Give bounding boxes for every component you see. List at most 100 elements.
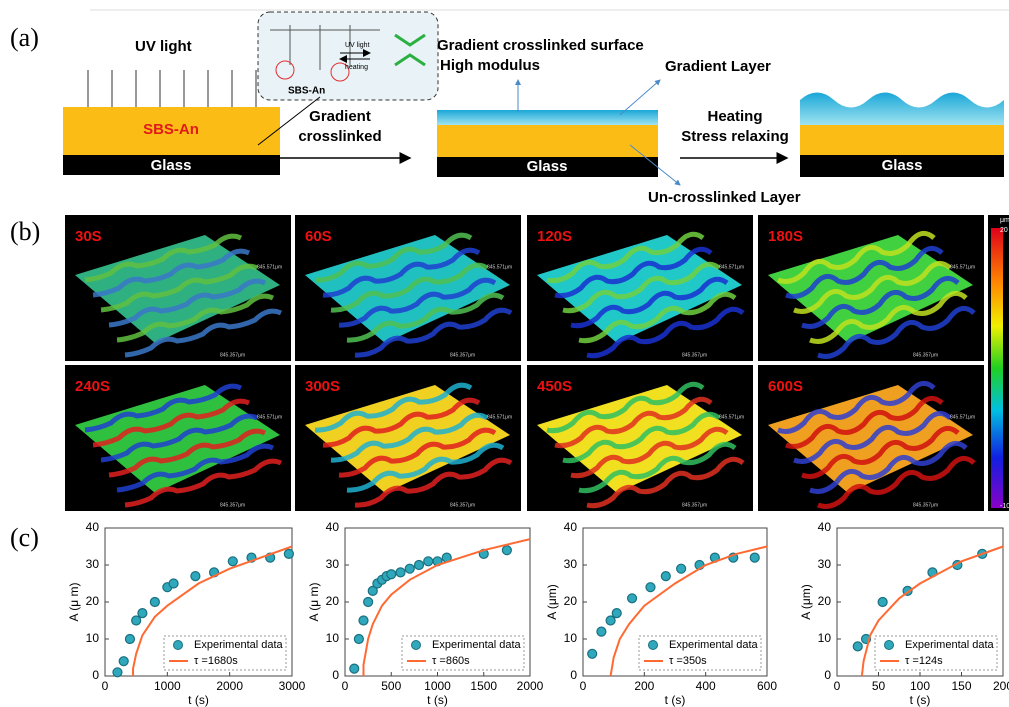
y-tick-label: 10: [326, 631, 340, 645]
y-tick-label: 20: [564, 594, 578, 608]
legend-marker: [174, 641, 183, 650]
legend-label: Experimental data: [432, 639, 522, 651]
x-tick-label: 0: [580, 679, 587, 693]
y-tick-label: 40: [818, 520, 832, 534]
x-tick-label: 0: [834, 679, 841, 693]
axis-size: 845.571μm: [487, 414, 512, 420]
data-point: [138, 609, 147, 618]
x-tick-label: 3000: [279, 679, 306, 693]
axis-size: 845.357μm: [913, 502, 938, 508]
y-tick-label: 0: [824, 668, 831, 682]
x-tick-label: 2000: [517, 679, 544, 693]
data-point: [191, 572, 200, 581]
panel-label: (b): [10, 217, 40, 246]
y-tick-label: 10: [86, 631, 100, 645]
axis-size: 845.357μm: [220, 352, 245, 358]
legend-label: τ =350s: [669, 655, 707, 667]
data-point: [646, 583, 655, 592]
film: [437, 125, 658, 157]
data-point: [612, 609, 621, 618]
data-point: [359, 616, 368, 625]
gradient-layer: [437, 110, 658, 125]
annotation: Gradient Layer: [665, 58, 771, 75]
data-point: [677, 564, 686, 573]
legend-label: Experimental data: [194, 639, 284, 651]
legend-marker: [885, 641, 894, 650]
x-tick-label: 200: [634, 679, 654, 693]
x-tick-label: 0: [102, 679, 109, 693]
y-tick-label: 10: [818, 631, 832, 645]
x-tick-label: 200: [993, 679, 1009, 693]
data-point: [364, 598, 373, 607]
axis-size: 845.357μm: [913, 352, 938, 358]
time-label: 450S: [537, 378, 572, 395]
data-point: [284, 549, 293, 558]
inset-heating: heating: [345, 64, 368, 71]
annotation: High modulus: [440, 57, 540, 74]
x-tick-label: 1000: [424, 679, 451, 693]
chart: 010203040050100150200t (s)A (μm)Experime…: [799, 520, 1009, 707]
glass-label: Glass: [151, 157, 192, 174]
axis-size: 845.357μm: [450, 502, 475, 508]
legend-label: τ =1680s: [194, 655, 238, 667]
data-point: [350, 664, 359, 673]
time-label: 30S: [75, 228, 102, 245]
data-point: [354, 635, 363, 644]
time-label: 180S: [768, 228, 803, 245]
y-tick-label: 30: [86, 557, 100, 571]
axis-size: 845.571μm: [257, 414, 282, 420]
y-tick-label: 20: [326, 594, 340, 608]
colorbar: [991, 228, 1003, 508]
x-axis-label: t (s): [665, 693, 686, 707]
x-axis-label: t (s): [188, 693, 209, 707]
y-tick-label: 40: [564, 520, 578, 534]
legend-label: Experimental data: [669, 639, 759, 651]
y-axis-label: A (μ m): [307, 583, 321, 622]
axis-size: 845.357μm: [450, 352, 475, 358]
data-point: [424, 557, 433, 566]
data-point: [125, 635, 134, 644]
data-point: [750, 553, 759, 562]
y-tick-label: 30: [326, 557, 340, 571]
axis-size: 845.357μm: [682, 502, 707, 508]
y-tick-label: 0: [332, 668, 339, 682]
panel-label: (a): [10, 23, 39, 52]
legend-label: τ =124s: [905, 655, 943, 667]
height-maps: 30S845.571μm845.357μm60S845.571μm845.357…: [65, 215, 984, 511]
wrinkled-layer: [800, 93, 1004, 126]
time-label: 300S: [305, 378, 340, 395]
data-point: [661, 572, 670, 581]
y-axis-label: A (μm): [799, 584, 813, 620]
x-tick-label: 600: [757, 679, 777, 693]
data-point: [387, 570, 396, 579]
charts: 0102030400100020003000t (s)A (μ m)Experi…: [67, 520, 1009, 707]
data-point: [119, 657, 128, 666]
legend-label: Experimental data: [905, 639, 995, 651]
time-label: 600S: [768, 378, 803, 395]
data-point: [113, 668, 122, 677]
data-point: [132, 616, 141, 625]
y-tick-label: 30: [818, 557, 832, 571]
panel-label: (c): [10, 523, 39, 552]
axis-size: 845.571μm: [950, 264, 975, 270]
axis-size: 845.571μm: [487, 264, 512, 270]
data-point: [169, 579, 178, 588]
y-tick-label: 30: [564, 557, 578, 571]
data-point: [150, 598, 159, 607]
y-tick-label: 0: [570, 668, 577, 682]
step-label: Gradient: [309, 108, 371, 125]
y-tick-label: 40: [326, 520, 340, 534]
film: [800, 125, 1004, 155]
y-axis-label: A (μm): [545, 584, 559, 620]
x-tick-label: 50: [872, 679, 886, 693]
data-point: [628, 594, 637, 603]
time-label: 120S: [537, 228, 572, 245]
colorbar-label: 20: [1000, 227, 1008, 234]
data-point: [415, 561, 424, 570]
x-tick-label: 0: [342, 679, 349, 693]
glass-label: Glass: [527, 158, 568, 175]
x-tick-label: 2000: [216, 679, 243, 693]
annotation: Gradient crosslinked surface: [437, 37, 644, 54]
